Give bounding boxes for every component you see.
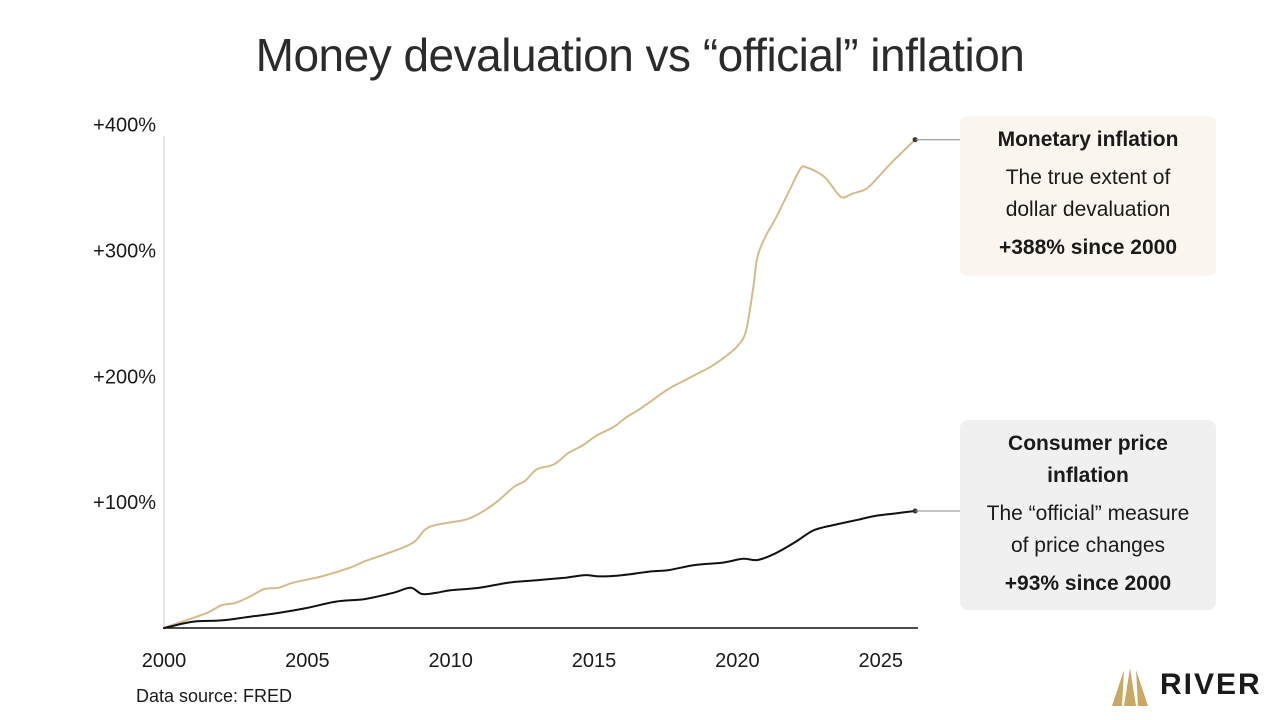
data-source-note: Data source: FRED <box>136 686 293 706</box>
callout-description-line: The true extent of <box>1005 166 1171 189</box>
callout-heading: Monetary inflation <box>997 128 1179 151</box>
x-tick-label: 2025 <box>858 650 903 672</box>
x-tick-label: 2000 <box>142 650 187 672</box>
callout-heading-line: inflation <box>1047 464 1129 487</box>
series-line <box>163 138 917 629</box>
x-tick-label: 2015 <box>572 650 617 672</box>
y-tick-label: +400% <box>93 115 156 137</box>
callout-description: The true extent of dollar devaluation <box>970 162 1206 226</box>
callout-description-line: of price changes <box>1010 534 1166 557</box>
callout-heading-line: Consumer price <box>1008 432 1168 455</box>
callout-monetary-inflation: Monetary inflation The true extent of do… <box>960 116 1216 276</box>
x-tick-label: 2020 <box>715 650 760 672</box>
callout-description-line: The “official” measure <box>986 502 1190 525</box>
x-tick-label: 2010 <box>428 650 473 672</box>
chart-title: Money devaluation vs “official” inflatio… <box>255 29 1025 81</box>
chart-axes: +100% +200% +300% +400% 2000 2005 2010 2015 2020… <box>93 115 918 672</box>
river-mountain-icon <box>1112 668 1148 706</box>
y-tick-label: +200% <box>93 366 156 388</box>
river-logo: RIVER <box>1110 664 1260 708</box>
callout-value: +93% since 2000 <box>1004 572 1172 595</box>
chart-series <box>163 137 918 629</box>
y-tick-label: +100% <box>93 492 156 514</box>
series-line <box>163 510 917 629</box>
x-tick-label: 2005 <box>285 650 330 672</box>
callout-heading: Consumer price inflation <box>970 428 1206 492</box>
callout-description-line: dollar devaluation <box>1005 198 1171 221</box>
callout-description: The “official” measure of price changes <box>970 498 1206 562</box>
callout-value: +388% since 2000 <box>998 236 1178 259</box>
y-tick-label: +300% <box>93 240 156 262</box>
callout-consumer-price-inflation: Consumer price inflation The “official” … <box>960 420 1216 610</box>
brand-name: RIVER <box>1160 668 1262 701</box>
callout-connectors <box>915 139 960 512</box>
